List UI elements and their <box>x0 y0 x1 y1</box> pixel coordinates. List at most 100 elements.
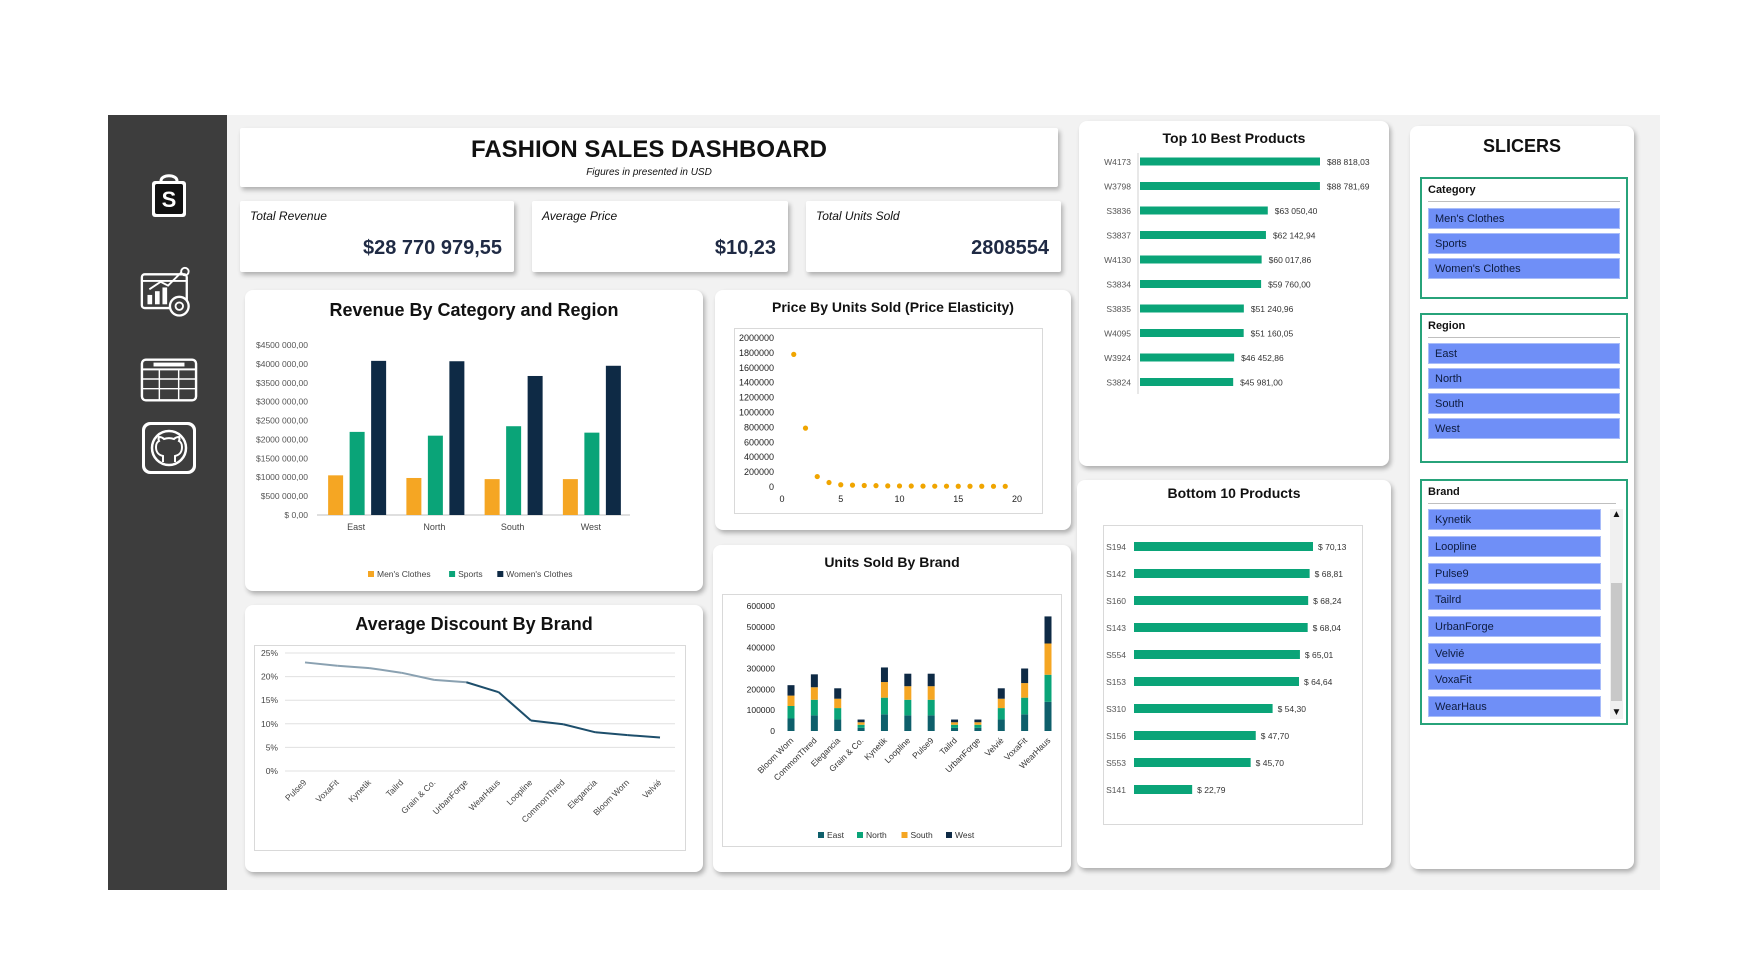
bar-north-1 <box>427 435 443 515</box>
plot-area <box>722 594 1062 847</box>
slicer-item-wearhaus[interactable]: WearHaus <box>1428 696 1601 717</box>
data-label: $51 240,96 <box>1251 304 1294 314</box>
slicers-title: SLICERS <box>1482 136 1561 156</box>
x-tick-label: West <box>581 522 602 532</box>
stacked-bar-segment <box>857 724 865 728</box>
scroll-up-icon[interactable]: ▲ <box>1611 509 1622 520</box>
y-tick-label: S156 <box>1106 731 1126 741</box>
slicer-item-south[interactable]: South <box>1428 393 1620 414</box>
y-tick-label: 20% <box>261 672 278 682</box>
legend-swatch <box>901 832 908 838</box>
x-tick-label: UrbanForge <box>431 777 470 816</box>
legend-swatch <box>857 832 863 838</box>
y-tick-label: 15% <box>261 695 278 705</box>
slicer-item-east[interactable]: East <box>1428 343 1620 364</box>
y-tick-label: 1400000 <box>739 378 774 388</box>
stacked-bar-segment <box>904 699 912 716</box>
slicer-item-pulse9[interactable]: Pulse9 <box>1428 563 1601 584</box>
stacked-bar-segment <box>927 715 935 731</box>
y-tick-label: 800000 <box>744 422 774 432</box>
slicer-item-sports[interactable]: Sports <box>1428 233 1620 254</box>
bar-s3837 <box>1140 231 1266 239</box>
data-label: $ 45,70 <box>1256 758 1285 768</box>
spreadsheet-icon[interactable] <box>140 351 198 409</box>
stacked-bar-segment <box>1021 697 1029 715</box>
data-label: $46 452,86 <box>1241 353 1284 363</box>
stacked-bar-segment <box>951 722 959 725</box>
y-tick-label: $500 000,00 <box>261 491 309 501</box>
legend-swatch <box>497 571 504 577</box>
y-tick-label: W4173 <box>1104 157 1131 167</box>
kpi-value: $10,23 <box>714 237 776 259</box>
units-sold-by-brand-chart: 0100000200000300000400000500000600000Blo… <box>747 601 1053 840</box>
slicer-item-tailrd[interactable]: Tailrd <box>1428 589 1601 610</box>
y-tick-label: $3000 000,00 <box>256 397 308 407</box>
legend-swatch <box>449 571 456 577</box>
slicer-divider <box>1428 201 1620 202</box>
bar-s3835 <box>1140 304 1244 313</box>
legend-label: Men's Clothes <box>377 569 431 579</box>
data-label: $51 160,05 <box>1251 329 1294 339</box>
slicer-item-velvie[interactable]: Velvié <box>1428 643 1601 664</box>
x-tick-label: 5 <box>838 494 843 504</box>
kpi-total-revenue: Total Revenue $28 770 979,55 <box>240 201 514 272</box>
line-segment <box>562 723 596 734</box>
stacked-bar-segment <box>927 686 935 700</box>
bar-s554 <box>1134 650 1300 659</box>
legend-swatch <box>946 832 952 838</box>
chart-title: Units Sold By Brand <box>824 554 960 570</box>
scatter-point <box>920 483 926 489</box>
data-label: $ 54,30 <box>1278 704 1307 714</box>
y-tick-label: W4130 <box>1104 255 1131 265</box>
legend-label: North <box>866 830 887 840</box>
y-tick-label: 500000 <box>747 622 776 632</box>
slicer-item-urbanforge[interactable]: UrbanForge <box>1428 616 1601 637</box>
data-label: $88 781,69 <box>1327 182 1370 192</box>
slicer-item-mens-clothes[interactable]: Men's Clothes <box>1428 208 1620 229</box>
kpi-value: $28 770 979,55 <box>362 237 502 259</box>
bar-east-2 <box>371 360 387 515</box>
scrollbar-thumb[interactable] <box>1611 583 1622 701</box>
slicer-item-womens-clothes[interactable]: Women's Clothes <box>1428 258 1620 279</box>
y-tick-label: 1800000 <box>739 348 774 358</box>
stacked-bar-segment <box>857 727 865 731</box>
slicer-item-voxafit[interactable]: VoxaFit <box>1428 669 1601 690</box>
legend-swatch <box>818 832 824 838</box>
scatter-point <box>932 483 938 489</box>
legend-swatch <box>368 571 374 577</box>
x-tick-label: Tailrd <box>384 777 406 799</box>
data-label: $ 68,24 <box>1313 596 1342 606</box>
bar-s156 <box>1134 731 1256 740</box>
data-label: $59 760,00 <box>1268 280 1311 290</box>
bar-west-2 <box>605 365 621 515</box>
slicer-item-west[interactable]: West <box>1428 418 1620 439</box>
legend-label: East <box>827 830 845 840</box>
x-tick-label: WearHaus <box>467 777 502 812</box>
kpi-label: Average Price <box>542 209 618 223</box>
scrollbar-track[interactable]: ▲ ▼ <box>1610 509 1623 719</box>
slicer-item-loopline[interactable]: Loopline <box>1428 536 1601 557</box>
analytics-icon[interactable] <box>140 265 198 323</box>
category-slicer: Category Men's Clothes Sports Women's Cl… <box>1420 177 1628 299</box>
top-products-card: Top 10 Best Products W4173 $88 818,03 W379… <box>1079 121 1389 466</box>
bottom-products-card: Bottom 10 Products S194 $ 70,13 S142 $ 68,8… <box>1077 480 1391 868</box>
y-tick-label: 2000000 <box>739 333 774 343</box>
y-tick-label: 5% <box>266 742 279 752</box>
stacked-bar-segment <box>1021 668 1029 684</box>
stacked-bar-segment <box>997 688 1005 699</box>
x-tick-label: South <box>501 522 525 532</box>
scatter-point <box>967 483 973 489</box>
bar-w3924 <box>1140 353 1235 362</box>
shopping-bag-icon[interactable]: S <box>140 167 198 225</box>
stacked-bar-segment <box>997 698 1005 709</box>
scroll-down-icon[interactable]: ▼ <box>1611 707 1622 718</box>
region-slicer: Region East North South West <box>1420 313 1628 463</box>
slicer-item-kynetik[interactable]: Kynetik <box>1428 509 1601 530</box>
github-icon[interactable] <box>140 419 198 477</box>
slicer-item-north[interactable]: North <box>1428 368 1620 389</box>
y-tick-label: 0 <box>769 482 774 492</box>
x-tick-label: VoxaFit <box>314 777 342 805</box>
x-tick-label: Elegancia <box>565 777 599 811</box>
data-label: $ 64,64 <box>1304 677 1333 687</box>
kpi-average-price: Average Price $10,23 <box>532 201 788 272</box>
